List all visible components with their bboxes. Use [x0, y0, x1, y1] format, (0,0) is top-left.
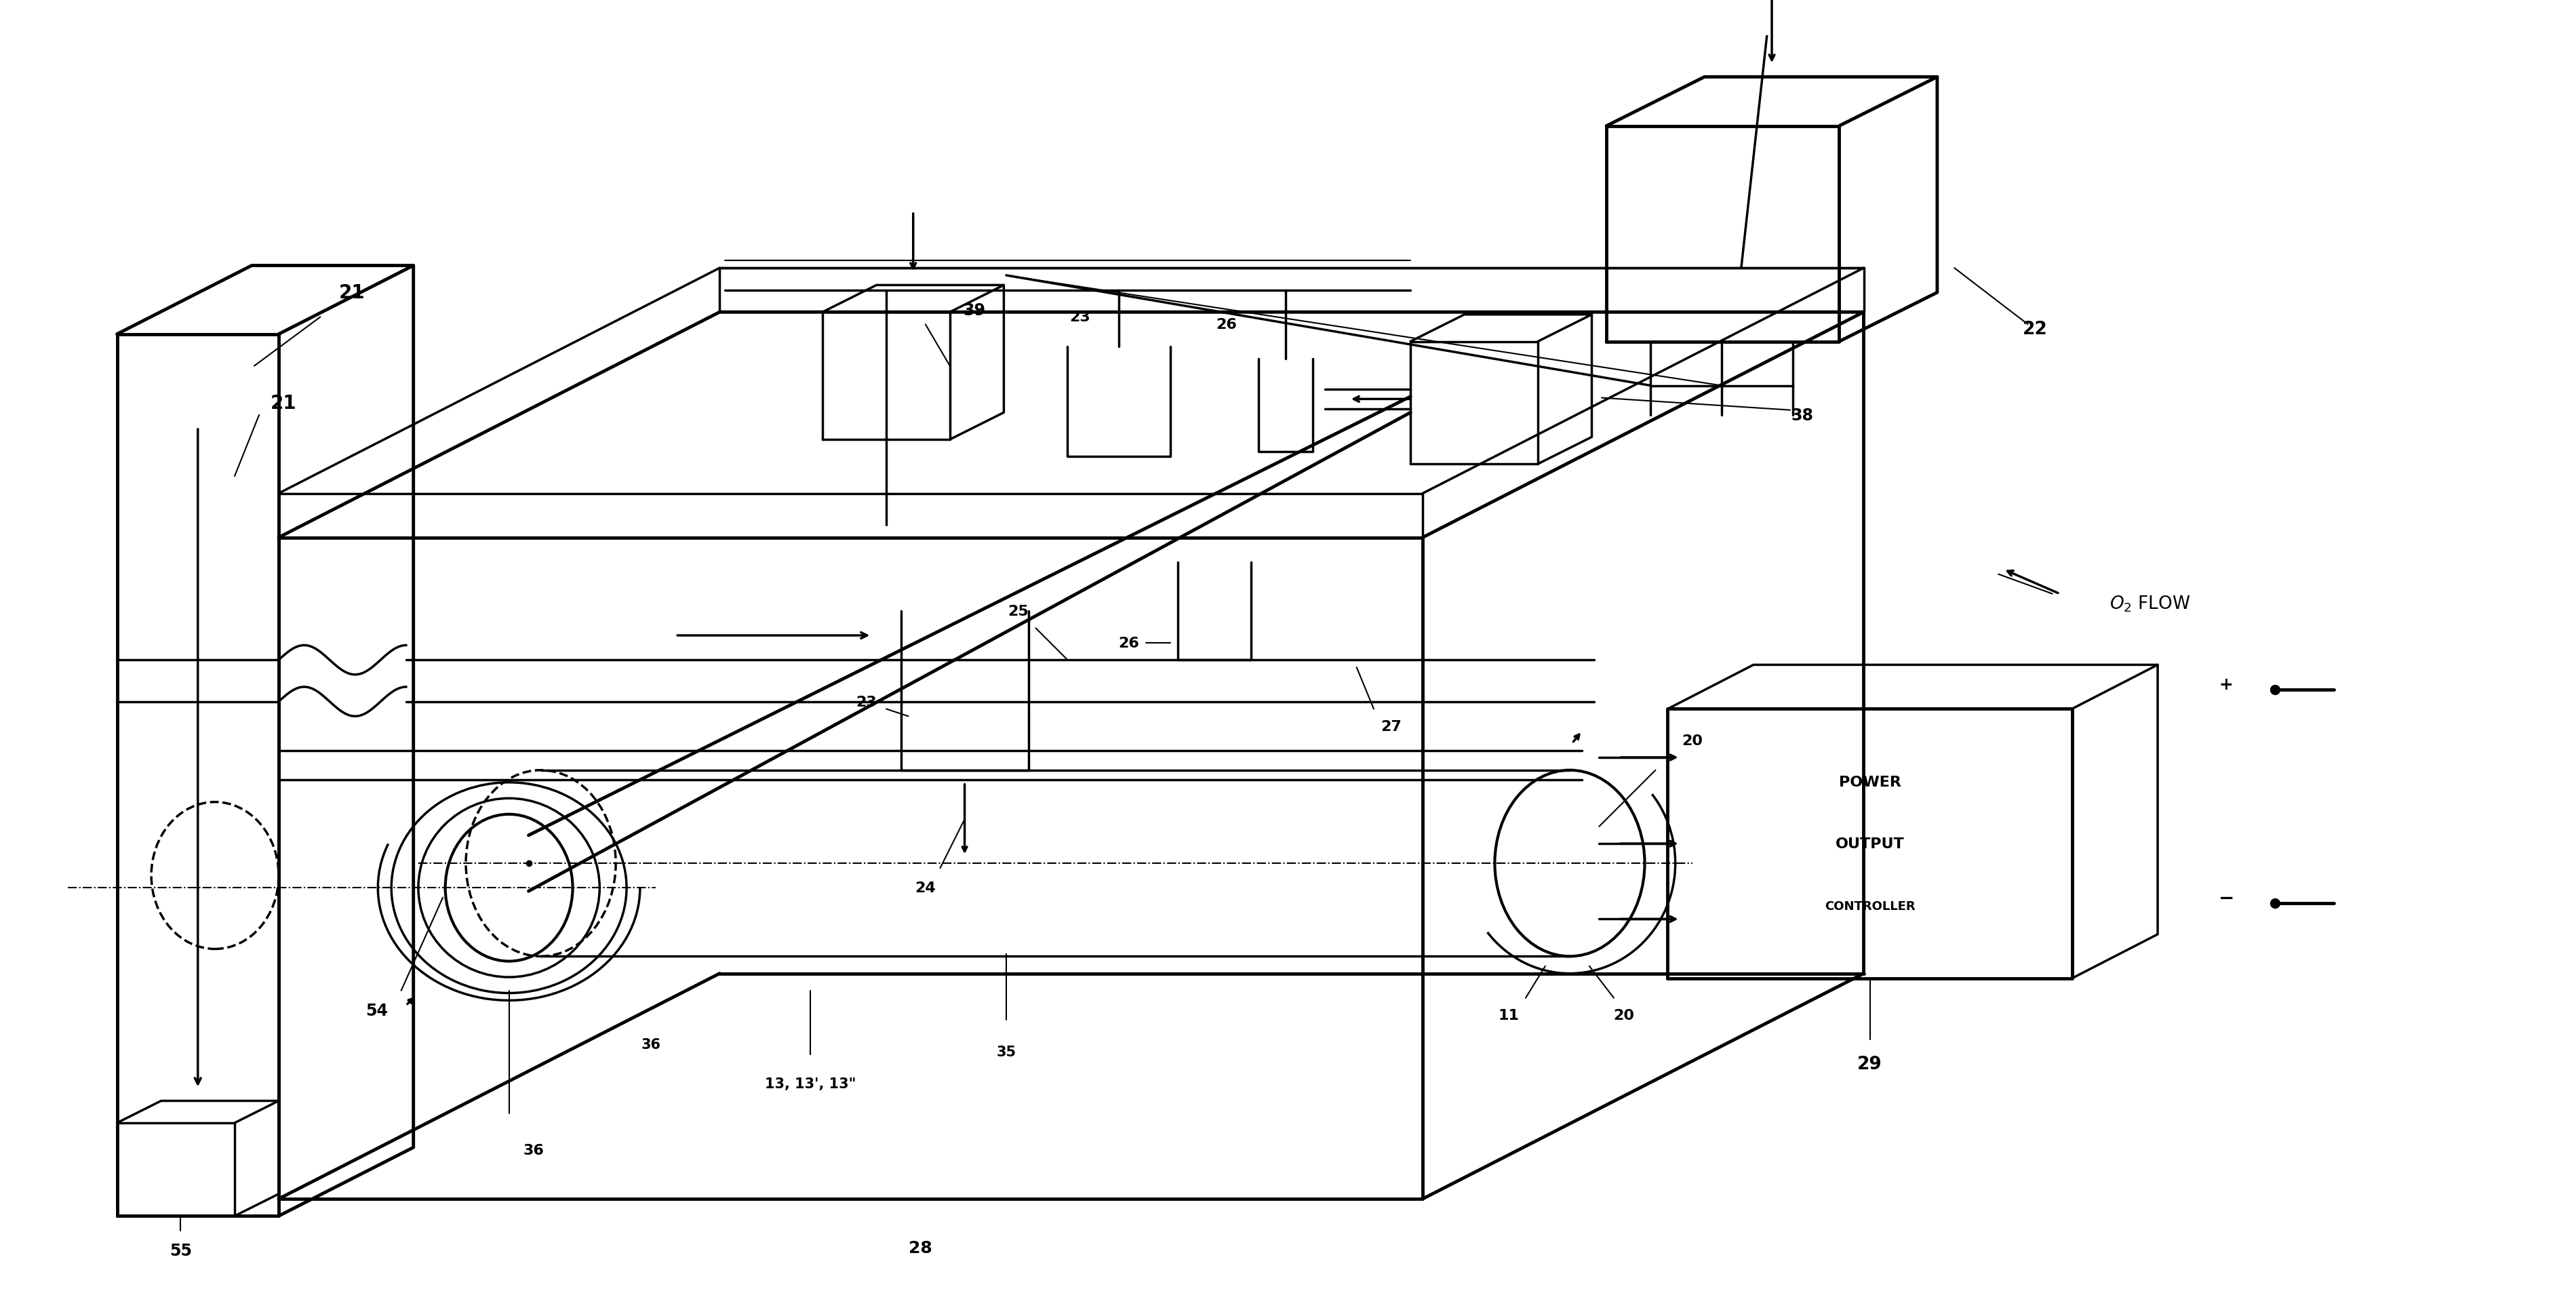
- Text: 27: 27: [1381, 719, 1401, 734]
- Text: 23: 23: [855, 696, 876, 709]
- Text: 36: 36: [641, 1038, 662, 1052]
- Text: 21: 21: [340, 283, 366, 303]
- Text: 36: 36: [523, 1144, 544, 1157]
- Text: POWER: POWER: [1839, 776, 1901, 789]
- Text: CONTROLLER: CONTROLLER: [1824, 900, 1914, 912]
- Text: 28: 28: [909, 1239, 933, 1256]
- Text: 39: 39: [963, 301, 987, 318]
- Text: −: −: [2218, 888, 2233, 908]
- Text: 13, 13', 13": 13, 13', 13": [765, 1077, 855, 1091]
- Text: 54: 54: [366, 1002, 389, 1018]
- Text: 23: 23: [1069, 310, 1090, 324]
- Text: 35: 35: [997, 1045, 1015, 1058]
- Text: 11: 11: [1499, 1009, 1520, 1022]
- Text: 55: 55: [170, 1242, 191, 1259]
- Text: +: +: [2218, 676, 2233, 693]
- Text: 21: 21: [270, 393, 296, 413]
- Text: 20: 20: [1682, 734, 1703, 748]
- Text: 26: 26: [1118, 637, 1139, 650]
- Text: $O_2$ FLOW: $O_2$ FLOW: [2110, 595, 2190, 613]
- Text: 22: 22: [2022, 321, 2048, 338]
- Text: 25: 25: [1007, 604, 1028, 618]
- Text: 26: 26: [1216, 318, 1236, 331]
- Text: 24: 24: [914, 882, 935, 895]
- Text: 38: 38: [1790, 407, 1814, 423]
- Text: OUTPUT: OUTPUT: [1834, 837, 1904, 850]
- Text: 29: 29: [1857, 1056, 1883, 1073]
- Text: 20: 20: [1613, 1009, 1633, 1022]
